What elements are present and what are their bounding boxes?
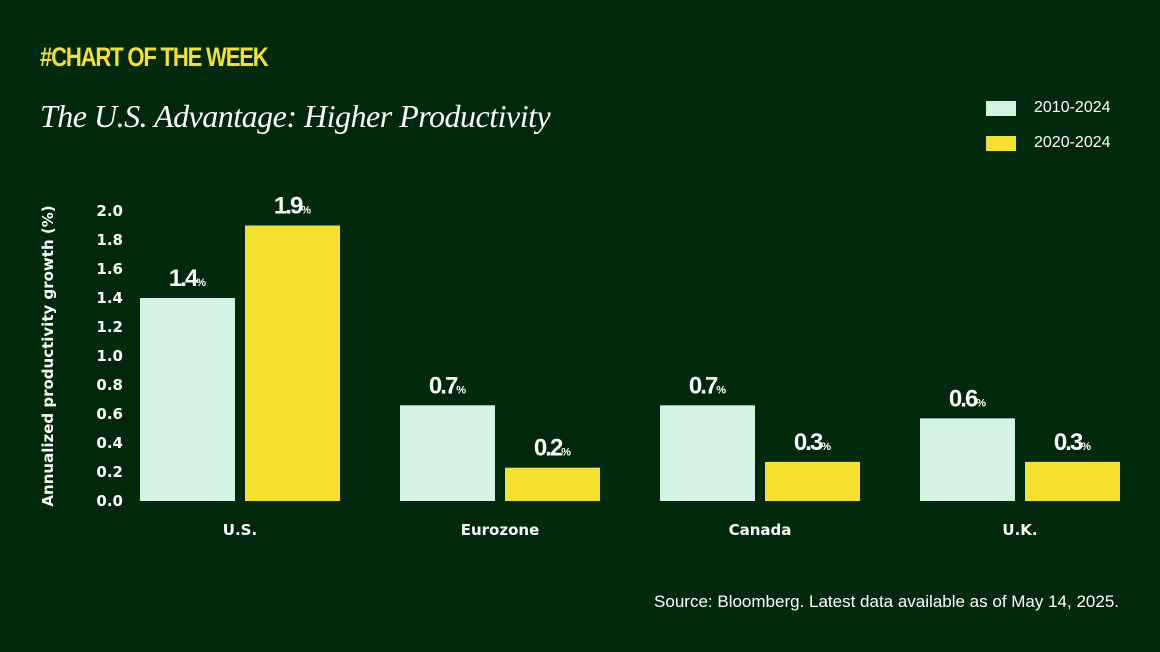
bar-1 [400, 405, 495, 501]
legend-item-series1: 2010-2024 [986, 98, 1111, 118]
y-axis-label: Annualized productivity growth (%) [39, 205, 57, 506]
y-tick-label: 1.2 [96, 318, 123, 336]
legend-label: 2020-2024 [1034, 134, 1111, 151]
bar-2 [505, 467, 600, 501]
legend-label: 2010-2024 [1034, 99, 1111, 116]
bar-1 [140, 298, 235, 501]
data-label: 0.6% [949, 385, 986, 412]
chart-kicker: #CHART OF THE WEEK [40, 42, 269, 72]
legend-swatch-series2 [986, 135, 1016, 151]
y-tick-label: 0.6 [96, 405, 123, 423]
y-tick-label: 1.8 [96, 231, 123, 249]
x-category-label: Eurozone [461, 521, 540, 539]
y-tick-label: 0.4 [96, 434, 123, 452]
data-label: 1.4% [169, 265, 206, 292]
bar-1 [920, 418, 1015, 501]
source-note: Source: Bloomberg. Latest data available… [654, 592, 1119, 611]
x-category-label: U.K. [1002, 521, 1037, 539]
data-label: 0.7% [689, 372, 726, 399]
legend-swatch-series1 [986, 100, 1016, 116]
data-label: 0.3% [1054, 429, 1091, 456]
bar-2 [1025, 461, 1120, 501]
legend: 2010-2024 2020-2024 [986, 98, 1111, 168]
x-category-label: U.S. [223, 521, 257, 539]
data-label: 1.9% [274, 193, 311, 220]
data-label: 0.2% [534, 435, 571, 462]
data-label: 0.7% [429, 372, 466, 399]
bar-2 [765, 461, 860, 501]
bar-1 [660, 405, 755, 501]
chart-title: The U.S. Advantage: Higher Productivity [40, 98, 551, 134]
y-tick-label: 0.2 [96, 463, 123, 481]
y-tick-label: 1.0 [96, 347, 123, 365]
bar-2 [245, 225, 340, 501]
data-label: 0.3% [794, 429, 831, 456]
y-tick-label: 2.0 [96, 202, 123, 220]
y-tick-label: 1.6 [96, 260, 123, 278]
x-category-label: Canada [729, 521, 792, 539]
y-tick-label: 0.8 [96, 376, 123, 394]
y-tick-label: 0.0 [96, 492, 123, 510]
legend-item-series2: 2020-2024 [986, 133, 1111, 153]
y-tick-label: 1.4 [96, 289, 123, 307]
